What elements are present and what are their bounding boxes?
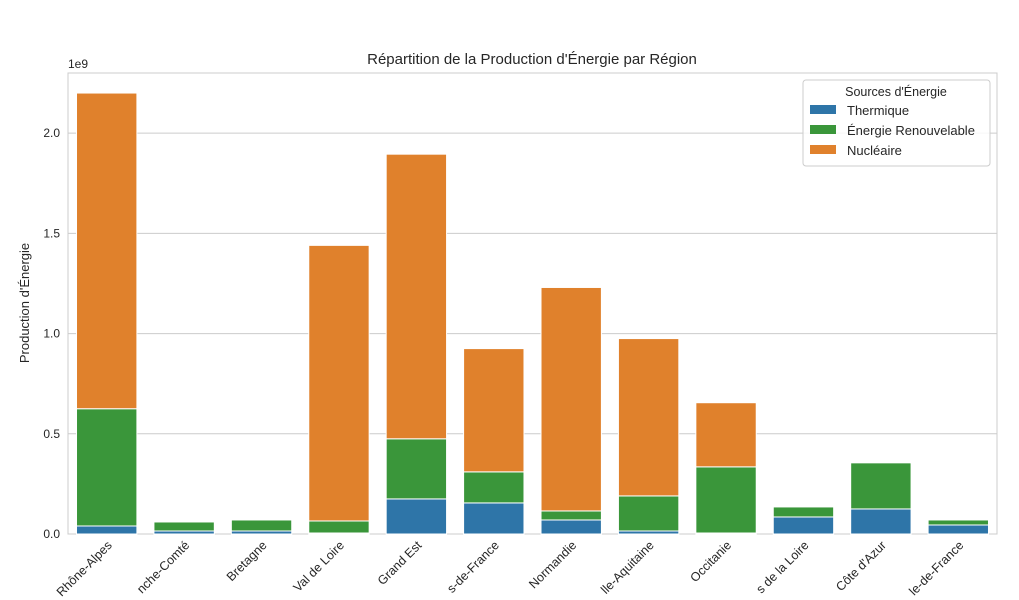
x-tick-label: lle-Aquitaine <box>598 538 657 597</box>
y-tick-label: 0.0 <box>43 527 60 541</box>
x-tick-label: s de la Loire <box>754 538 812 596</box>
y-tick-label: 0.5 <box>43 427 60 441</box>
x-tick-label: Côte d'Azur <box>833 538 889 594</box>
plot-frame <box>67 72 998 535</box>
legend-swatch <box>810 125 836 134</box>
bar-renouvelable <box>308 520 370 534</box>
legend-swatch <box>810 105 836 114</box>
x-tick-label: Occitanie <box>687 538 734 585</box>
legend-label: Thermique <box>847 103 909 118</box>
bar-thermique <box>772 516 835 535</box>
bar-renouvelable <box>772 506 835 518</box>
x-tick-label: Val de Loire <box>291 538 347 594</box>
x-tick-label: Rhône-Alpes <box>54 538 115 599</box>
y-tick-label: 1.0 <box>43 327 60 341</box>
legend: Sources d'Énergie Thermique Énergie Renou… <box>802 79 991 167</box>
bar-renouvelable <box>230 519 293 532</box>
bar-renouvelable <box>76 408 138 527</box>
y-tick-label: 2.0 <box>43 126 60 140</box>
bar-thermique <box>463 502 525 535</box>
x-tick-label: Bretagne <box>224 538 270 584</box>
bar-thermique <box>76 525 138 535</box>
chart-title: Répartition de la Production d'Énergie p… <box>367 51 697 68</box>
bar-renouvelable <box>463 471 525 504</box>
bar-thermique <box>385 498 448 535</box>
bar-renouvelable <box>617 495 680 532</box>
bar-thermique <box>850 508 912 535</box>
bar-renouvelable <box>385 438 448 500</box>
bar-nucleaire <box>540 286 602 512</box>
bar-nucleaire <box>385 153 448 440</box>
bar-renouvelable <box>850 462 912 510</box>
bar-renouvelable <box>153 521 215 532</box>
bar-nucleaire <box>617 338 680 497</box>
legend-label: Nucléaire <box>847 143 902 158</box>
bar-thermique <box>927 524 989 535</box>
x-tick-label: le-de-France <box>906 538 966 598</box>
bar-renouvelable <box>927 519 989 526</box>
y-scale-label: 1e9 <box>68 57 88 71</box>
x-tick-label: nche-Comté <box>134 538 192 596</box>
bar-renouvelable <box>540 510 602 521</box>
x-tick-label: s-de-France <box>444 538 502 596</box>
x-tick-label: Grand Est <box>375 538 425 588</box>
legend-label: Énergie Renouvelable <box>847 123 975 138</box>
bar-nucleaire <box>76 92 138 410</box>
legend-frame <box>802 79 991 167</box>
bar-renouvelable <box>695 466 757 534</box>
bar-thermique <box>540 519 602 535</box>
bar-nucleaire <box>463 348 525 473</box>
legend-swatch <box>810 145 836 154</box>
bar-nucleaire <box>695 402 757 468</box>
x-tick-label: Normandie <box>526 538 579 591</box>
bar-nucleaire <box>308 244 370 522</box>
y-axis-label: Production d'Énergie <box>17 243 32 363</box>
y-tick-label: 1.5 <box>43 226 60 240</box>
legend-title: Sources d'Énergie <box>845 84 947 99</box>
